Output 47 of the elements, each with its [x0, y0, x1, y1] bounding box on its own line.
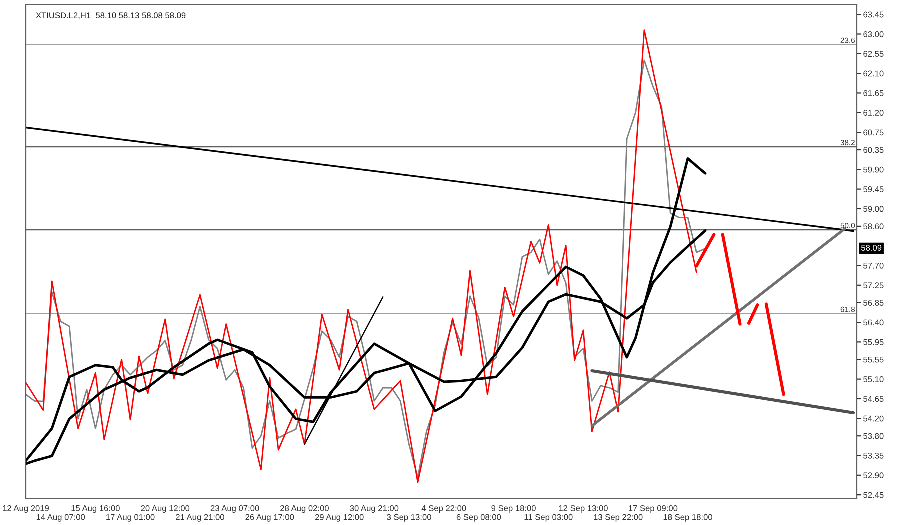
- x-tick-label: 12 Aug 2019: [3, 505, 50, 514]
- x-tick-label: 17 Sep 09:00: [629, 505, 678, 514]
- y-tick-label: 61.20: [864, 110, 884, 116]
- y-tick-label: 63.00: [864, 31, 884, 38]
- x-tick-label: 17 Aug 01:00: [106, 514, 155, 522]
- y-tick-label: 58.60: [864, 224, 884, 230]
- y-tick-label: 59.45: [864, 186, 884, 192]
- y-tick-label: 54.65: [864, 396, 884, 402]
- x-tick-label: 26 Aug 17:00: [246, 514, 294, 522]
- y-tick-label: 57.70: [864, 262, 884, 269]
- x-tick-label: 4 Sep 22:00: [422, 505, 466, 514]
- x-tick-label: 18 Sep 18:00: [664, 514, 712, 522]
- y-tick-label: 63.45: [864, 12, 884, 18]
- y-tick-label: 55.10: [864, 376, 884, 382]
- y-tick-label: 59.90: [864, 166, 884, 173]
- y-tick-label: 60.75: [864, 130, 884, 136]
- x-tick-label: 12 Sep 13:00: [559, 505, 608, 514]
- y-tick-label: 56.85: [864, 300, 884, 306]
- x-tick-label: 29 Aug 12:00: [315, 514, 364, 522]
- y-tick-label: 60.35: [864, 147, 884, 154]
- x-tick-label: 15 Aug 16:00: [72, 505, 120, 514]
- y-tick-label: 59.00: [864, 206, 884, 212]
- y-tick-label: 56.40: [864, 320, 884, 326]
- text: XTIUSD.L2,H1 58.10 58.13 58.08 58.09: [36, 12, 186, 20]
- x-tick-label: 14 Aug 07:00: [36, 514, 86, 522]
- x-tick-label: 20 Aug 12:00: [141, 505, 190, 514]
- x-tick-label: 11 Sep 03:00: [524, 514, 573, 522]
- x-tick-label: 9 Sep 18:00: [492, 505, 536, 514]
- x-tick-label: 30 Aug 21:00: [350, 505, 399, 514]
- y-tick-label: 53.80: [864, 433, 884, 440]
- y-tick-label: 53.35: [864, 452, 884, 459]
- x-tick-label: 13 Sep 22:00: [594, 514, 643, 522]
- y-tick-label: 54.20: [864, 416, 884, 422]
- y-tick-label: 52.45: [864, 492, 884, 498]
- y-tick-label: 62.55: [864, 51, 884, 58]
- y-tick-label: 62.10: [864, 70, 884, 77]
- y-tick-label: 55.55: [864, 356, 884, 363]
- x-tick-label: 21 Aug 21:00: [176, 514, 224, 522]
- text: 58.09: [862, 245, 882, 251]
- y-tick-label: 61.65: [864, 90, 884, 96]
- x-tick-label: 6 Sep 08:00: [456, 514, 502, 522]
- y-tick-label: 55.95: [864, 339, 884, 346]
- y-tick-label: 52.90: [864, 472, 884, 479]
- x-tick-label: 23 Aug 07:00: [210, 505, 260, 514]
- x-tick-label: 3 Sep 13:00: [387, 514, 432, 522]
- x-tick-label: 28 Aug 02:00: [280, 505, 329, 514]
- y-tick-label: 57.25: [864, 282, 884, 289]
